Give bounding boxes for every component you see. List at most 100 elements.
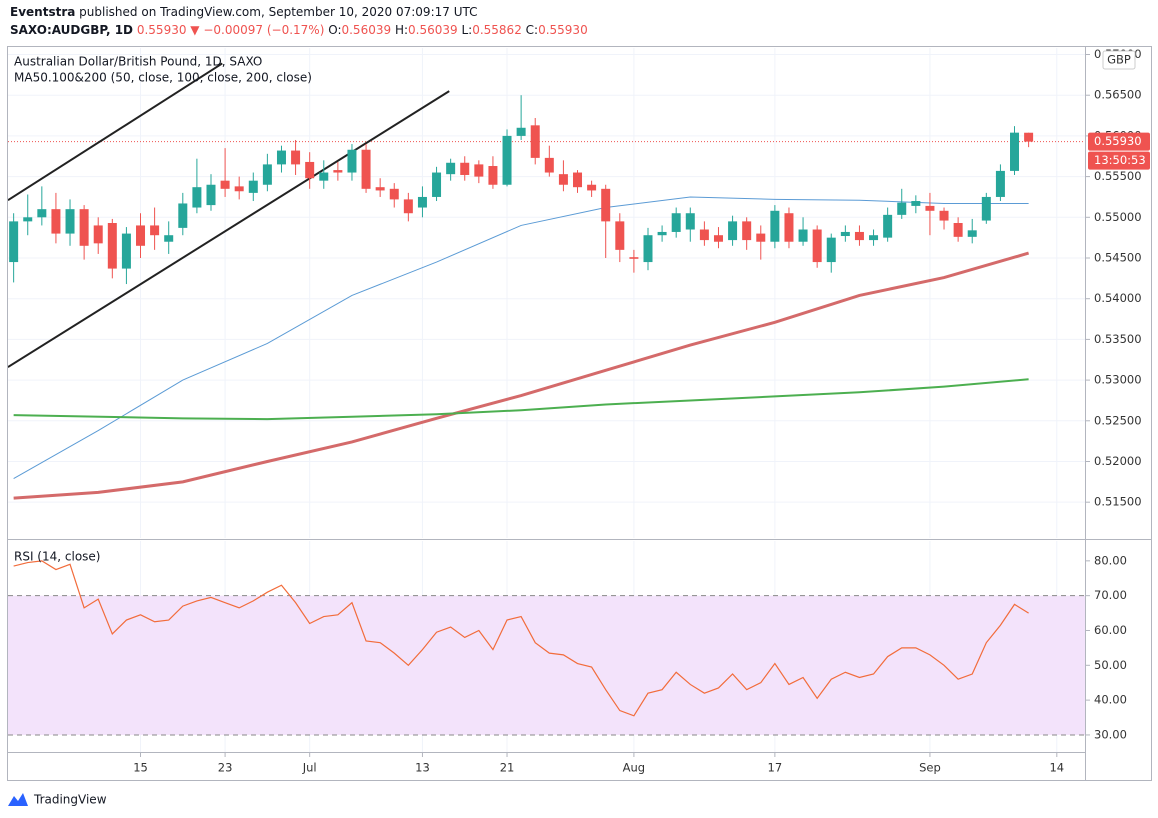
trend-line <box>8 62 223 202</box>
candle-body <box>446 162 456 175</box>
x-tick-label: 14 <box>1049 761 1064 775</box>
candle-body <box>883 214 893 238</box>
candle-body <box>178 203 188 228</box>
candle-body <box>925 205 935 211</box>
rsi-line <box>13 560 1029 717</box>
candle-body <box>136 225 146 246</box>
y-tick-label: 0.55000 <box>1094 210 1142 224</box>
candle-body <box>262 164 272 185</box>
candle-body <box>220 180 230 189</box>
y-tick-label: 0.54000 <box>1094 291 1142 305</box>
c-label: C: <box>526 23 538 37</box>
candle-body <box>403 199 413 214</box>
candle-body <box>432 172 442 197</box>
x-tick-label: 13 <box>415 761 430 775</box>
candle-body <box>107 223 117 269</box>
candle-body <box>699 229 709 241</box>
candle-body <box>728 221 738 241</box>
candle-body <box>37 209 47 218</box>
candle-body <box>798 229 808 242</box>
price-badge <box>1088 132 1150 151</box>
y-tick-label: 0.53000 <box>1094 373 1142 387</box>
candle-body <box>657 231 667 236</box>
candle-body <box>629 257 639 259</box>
x-tick-label: 23 <box>218 761 233 775</box>
candle-body <box>1010 132 1020 171</box>
candle-body <box>502 135 512 185</box>
candle-body <box>685 213 695 230</box>
y-tick-label: 70.00 <box>1094 588 1127 602</box>
candle-body <box>51 209 61 234</box>
candle-body <box>826 237 836 263</box>
rsi-title: RSI (14, close) <box>14 550 100 564</box>
y-tick-label: 30.00 <box>1094 727 1127 741</box>
l-label: L: <box>461 23 472 37</box>
candle-body <box>530 125 540 158</box>
x-tick-label: Aug <box>623 761 645 775</box>
candle-body <box>164 235 174 242</box>
candle-body <box>756 233 766 242</box>
candle-body <box>319 172 329 181</box>
countdown-label: 13:50:53 <box>1094 153 1146 167</box>
y-tick-label: 80.00 <box>1094 553 1127 567</box>
candle-body <box>812 229 822 263</box>
price-pane <box>8 48 1085 538</box>
candle-body <box>460 162 470 175</box>
candle-body <box>65 209 75 234</box>
y-tick-label: 0.56500 <box>1094 88 1142 102</box>
change: ▼ −0.00097 (−0.17%) <box>190 23 324 37</box>
candle-body <box>967 230 977 237</box>
moving-average <box>13 196 1029 480</box>
x-tick-label: 15 <box>133 761 148 775</box>
candle-body <box>587 184 597 191</box>
moving-average <box>13 251 1030 500</box>
candle-body <box>248 180 258 193</box>
trend-line <box>8 90 450 368</box>
c-value: 0.55930 <box>538 23 588 37</box>
candle-body <box>784 213 794 242</box>
candle-body <box>897 202 907 215</box>
candle-body <box>417 196 427 208</box>
candle-body <box>234 186 244 192</box>
footer-text: TradingView <box>33 793 107 807</box>
header-line: Eventstra published on TradingView.com, … <box>10 5 477 19</box>
candle-body <box>121 233 131 269</box>
candle-body <box>79 209 89 246</box>
footer-logo: TradingView <box>8 793 107 807</box>
h-value: 0.56039 <box>408 23 458 37</box>
candle-body <box>291 150 301 165</box>
candle-body <box>953 223 963 237</box>
o-value: 0.56039 <box>341 23 391 37</box>
candle-body <box>939 210 949 221</box>
candle-body <box>601 188 611 222</box>
y-tick-label: 0.51500 <box>1094 495 1142 509</box>
candle-body <box>544 157 554 173</box>
y-tick-label: 0.52000 <box>1094 454 1142 468</box>
candle-body <box>981 196 991 221</box>
logo-icon <box>8 793 28 806</box>
y-tick-label: 60.00 <box>1094 623 1127 637</box>
countdown-badge <box>1088 151 1150 170</box>
candle-body <box>150 225 160 236</box>
candle-body <box>516 127 526 136</box>
rsi-pane <box>8 541 1085 752</box>
candle-body <box>713 235 723 242</box>
candle-body <box>615 221 625 250</box>
candle-body <box>375 187 385 191</box>
symbol-line: SAXO:AUDGBP, 1D 0.55930 ▼ −0.00097 (−0.1… <box>10 23 588 37</box>
price: 0.55930 <box>137 23 187 37</box>
candle-body <box>558 174 568 185</box>
h-label: H: <box>395 23 408 37</box>
x-tick-label: 17 <box>768 761 783 775</box>
candle-body <box>643 235 653 263</box>
candle-body <box>361 149 371 189</box>
candle-body <box>347 149 357 173</box>
candle-body <box>1024 132 1034 142</box>
candle-body <box>869 235 879 241</box>
currency-box <box>1102 50 1136 70</box>
currency: GBP <box>1107 53 1131 67</box>
y-tick-label: 50.00 <box>1094 658 1127 672</box>
published: published on TradingView.com, September … <box>79 5 477 19</box>
candle-body <box>854 231 864 241</box>
